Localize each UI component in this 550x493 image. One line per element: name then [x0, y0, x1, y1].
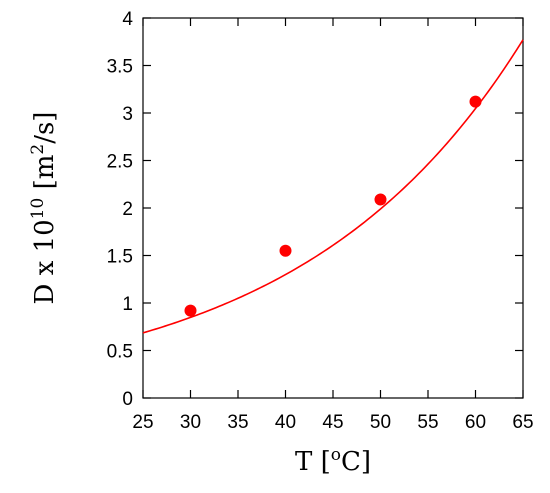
y-tick-label: 3.5 [107, 57, 133, 78]
x-tick-label: 30 [180, 412, 201, 433]
x-tick-labels: 25 30 35 40 45 50 55 60 65 [132, 412, 533, 433]
y-tick-label: 3 [122, 104, 133, 125]
x-axis-title-sup: o [331, 445, 341, 465]
y-axis-title: D x 1010 [m2/s] [28, 112, 60, 305]
x-tick-label: 45 [322, 412, 343, 433]
y-tick-label: 2.5 [107, 152, 133, 173]
y-axis-title-sup: 10 [28, 198, 48, 220]
x-tick-label: 40 [275, 412, 296, 433]
plot-frame [142, 17, 524, 399]
y-axis-title-sup2: 2 [28, 144, 48, 155]
x-tick-label: 50 [370, 412, 391, 433]
x-axis-title-main: T [ [295, 447, 331, 477]
x-tick-label: 55 [417, 412, 438, 433]
ticks-layer [142, 17, 524, 399]
x-tick-label: 60 [465, 412, 486, 433]
y-tick-label: 4 [122, 9, 133, 30]
y-tick-labels: 0 0.5 1 1.5 2 2.5 3 3.5 4 [107, 9, 134, 410]
data-point [469, 95, 482, 108]
data-point [374, 193, 387, 206]
x-axis-title: T [oC] [295, 445, 371, 477]
x-axis-title-tail: C] [341, 447, 371, 477]
x-tick-label: 35 [227, 412, 248, 433]
curve-layer [142, 39, 524, 334]
data-point [279, 244, 292, 257]
x-tick-label: 65 [512, 412, 533, 433]
y-tick-label: 1 [122, 294, 133, 315]
y-tick-label: 1.5 [107, 247, 133, 268]
y-tick-label: 0.5 [107, 342, 133, 363]
x-tick-label: 25 [132, 412, 153, 433]
points-layer [184, 95, 482, 317]
y-axis-title-tail: /s] [30, 112, 60, 144]
y-tick-label: 2 [122, 199, 133, 220]
fit-curve [142, 39, 524, 334]
y-axis-title-mid: [m [30, 155, 60, 198]
y-axis-title-main: D x 10 [30, 219, 60, 304]
y-tick-label: 0 [122, 389, 133, 410]
data-point [184, 304, 197, 317]
